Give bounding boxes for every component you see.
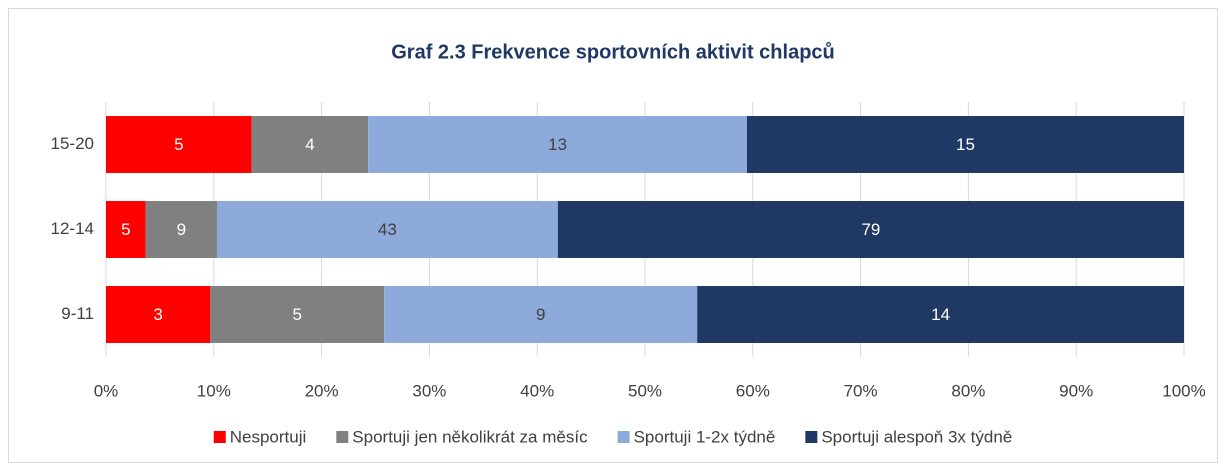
legend-label: Nesportuji bbox=[230, 427, 307, 446]
x-tick-label: 80% bbox=[951, 381, 985, 400]
chart-title: Graf 2.3 Frekvence sportovních aktivit c… bbox=[391, 41, 835, 63]
bar-segment bbox=[210, 286, 385, 343]
data-label: 9 bbox=[177, 220, 186, 239]
x-tick-label: 100% bbox=[1162, 381, 1205, 400]
data-label: 5 bbox=[121, 220, 130, 239]
bar-segment bbox=[384, 286, 698, 343]
bar-segment bbox=[106, 116, 252, 173]
data-label: 13 bbox=[548, 135, 567, 154]
data-label: 14 bbox=[931, 305, 950, 324]
data-label: 43 bbox=[378, 220, 397, 239]
y-tick-label: 15-20 bbox=[51, 134, 94, 153]
legend-label: Sportuji jen několikrát za měsíc bbox=[352, 427, 588, 446]
x-tick-label: 30% bbox=[412, 381, 446, 400]
bar-segment bbox=[746, 116, 1184, 173]
bar-segment bbox=[216, 201, 558, 258]
x-tick-label: 50% bbox=[628, 381, 662, 400]
bar-segment bbox=[106, 286, 211, 343]
legend-swatch bbox=[213, 431, 226, 443]
bar-segment bbox=[145, 201, 217, 258]
data-label: 5 bbox=[174, 135, 183, 154]
y-tick-label: 12-14 bbox=[51, 219, 94, 238]
bar-segment bbox=[106, 201, 146, 258]
x-tick-label: 10% bbox=[197, 381, 231, 400]
x-tick-label: 90% bbox=[1059, 381, 1093, 400]
x-tick-label: 20% bbox=[305, 381, 339, 400]
x-tick-label: 60% bbox=[736, 381, 770, 400]
legend-swatch bbox=[336, 431, 349, 443]
data-label: 5 bbox=[293, 305, 302, 324]
bar-segment bbox=[697, 286, 1184, 343]
data-label: 15 bbox=[956, 135, 975, 154]
legend-label: Sportuji alespoň 3x týdně bbox=[821, 427, 1012, 446]
x-tick-label: 40% bbox=[520, 381, 554, 400]
legend-swatch bbox=[805, 431, 818, 443]
x-tick-label: 70% bbox=[844, 381, 878, 400]
legend-label: Sportuji 1-2x týdně bbox=[634, 427, 776, 446]
data-label: 3 bbox=[153, 305, 162, 324]
y-tick-label: 9-11 bbox=[61, 304, 94, 323]
bar-segment bbox=[368, 116, 747, 173]
bar-segment bbox=[557, 201, 1184, 258]
data-label: 9 bbox=[536, 305, 545, 324]
x-tick-label: 0% bbox=[94, 381, 119, 400]
data-label: 79 bbox=[861, 220, 880, 239]
bar-segment bbox=[251, 116, 369, 173]
data-label: 4 bbox=[305, 135, 314, 154]
legend-swatch bbox=[617, 431, 630, 443]
